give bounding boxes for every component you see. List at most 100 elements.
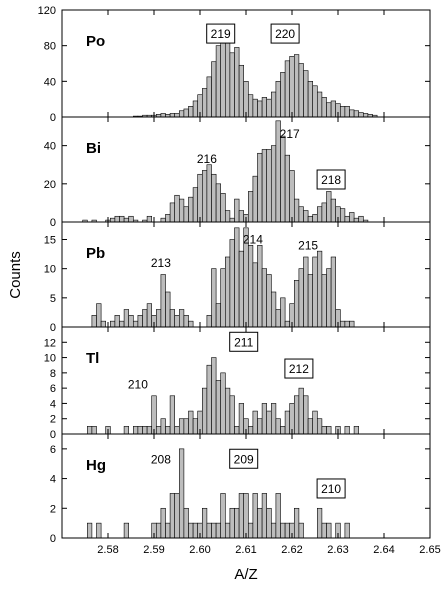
bar-po-18 [215, 45, 222, 118]
bar-po-12 [188, 106, 194, 118]
bar-tl-22 [215, 380, 222, 435]
bar-hg-35 [298, 522, 304, 539]
bar-tl-0 [87, 426, 93, 435]
bar-pb-4 [114, 315, 120, 328]
y-axis-title: Counts [7, 251, 24, 299]
peak-label-hg-2: 210 [321, 482, 341, 496]
y-tick-label-hg-1: 2 [50, 503, 56, 515]
bar-tl-17 [192, 418, 199, 435]
bar-bi-48 [330, 198, 337, 223]
bar-tl-31 [257, 418, 263, 435]
bar-tl-4 [133, 426, 139, 435]
bar-pb-46 [321, 274, 327, 328]
bar-hg-31 [280, 522, 286, 539]
peak-label-po-0: 219 [211, 27, 231, 41]
x-tick-label-5: 2.63 [327, 544, 348, 556]
bar-bi-42 [303, 210, 309, 223]
bar-hg-12 [192, 522, 199, 539]
bar-bi-25 [225, 210, 231, 223]
bar-bi-32 [257, 152, 263, 223]
bar-tl-30 [252, 410, 258, 435]
peak-label-tl-2: 212 [289, 362, 309, 376]
bar-tl-40 [298, 387, 304, 435]
bar-hg-11 [188, 522, 194, 539]
bar-tl-35 [275, 418, 281, 435]
bar-hg-1 [96, 522, 102, 539]
bar-pb-8 [133, 320, 139, 328]
bar-bi-24 [220, 193, 226, 223]
bar-bi-50 [339, 208, 346, 223]
bar-bi-15 [179, 198, 185, 223]
peak-box-bi-2 [316, 169, 346, 190]
bar-hg-15 [206, 522, 212, 539]
x-tick-label-2: 2.60 [189, 544, 210, 556]
peak-box-tl-1 [229, 331, 259, 352]
peak-label-bi-1: 217 [280, 127, 300, 141]
bar-hg-6 [165, 522, 171, 539]
peak-box-hg-1 [229, 448, 259, 469]
x-tick-label-3: 2.61 [235, 544, 256, 556]
bar-pb-50 [339, 320, 346, 328]
bar-pb-16 [169, 309, 176, 328]
bar-hg-4 [156, 522, 162, 539]
bar-po-49 [358, 112, 364, 118]
bar-bi-19 [197, 173, 203, 223]
bar-tl-29 [248, 426, 254, 435]
bar-pb-41 [298, 268, 304, 328]
bar-pb-34 [266, 274, 272, 328]
bar-po-31 [275, 81, 281, 118]
bar-pb-26 [229, 239, 235, 328]
bar-po-17 [211, 61, 217, 118]
bar-bi-38 [284, 154, 291, 223]
x-tick-label-4: 2.62 [281, 544, 302, 556]
bar-pb-32 [257, 245, 263, 328]
bar-tl-42 [307, 418, 314, 435]
bar-tl-9 [156, 426, 162, 435]
panel-label-tl: Tl [86, 350, 99, 367]
bar-pb-1 [96, 303, 102, 328]
bar-pb-5 [119, 320, 125, 328]
bar-pb-24 [220, 268, 226, 328]
bar-po-8 [169, 113, 176, 118]
bar-tl-10 [160, 418, 166, 435]
y-tick-label-pb-0: 0 [50, 322, 56, 334]
bar-pb-33 [261, 268, 268, 328]
peak-label-tl-1: 211 [234, 335, 253, 349]
peak-label-po-1: 220 [275, 27, 295, 41]
bar-pb-6 [123, 309, 129, 328]
bar-pb-43 [307, 274, 314, 328]
bar-pb-37 [280, 297, 286, 328]
bar-bi-5 [119, 215, 125, 223]
bar-bi-27 [234, 198, 240, 223]
bar-pb-13 [156, 309, 162, 328]
peak-label-pb-2: 215 [298, 238, 318, 252]
bar-bi-47 [326, 191, 332, 223]
bar-tl-1 [91, 426, 97, 435]
y-tick-label-tl-2: 4 [50, 398, 56, 410]
bar-bi-14 [174, 194, 180, 223]
bar-po-9 [174, 113, 180, 118]
bar-pb-2 [100, 320, 106, 328]
bar-hg-28 [266, 507, 272, 539]
bar-tl-27 [238, 403, 245, 435]
bar-tl-49 [353, 426, 360, 435]
y-tick-label-hg-2: 4 [50, 474, 56, 486]
bar-bi-17 [188, 196, 194, 223]
bar-po-26 [252, 98, 258, 118]
peak-label-tl-0: 210 [128, 377, 148, 391]
bar-po-15 [202, 88, 208, 118]
bar-po-38 [307, 81, 314, 118]
bar-bi-21 [206, 164, 212, 223]
bar-bi-54 [358, 215, 364, 223]
bar-po-45 [339, 106, 346, 118]
bar-hg-7 [169, 493, 176, 539]
bar-po-10 [179, 110, 185, 118]
bar-po-42 [326, 102, 332, 118]
bar-tl-6 [142, 426, 148, 435]
bar-pb-11 [146, 303, 153, 328]
bar-hg-23 [243, 493, 249, 539]
bar-pb-31 [252, 262, 258, 328]
bar-bi-28 [238, 210, 245, 223]
bar-bi-20 [202, 170, 208, 223]
bar-po-6 [160, 113, 166, 118]
